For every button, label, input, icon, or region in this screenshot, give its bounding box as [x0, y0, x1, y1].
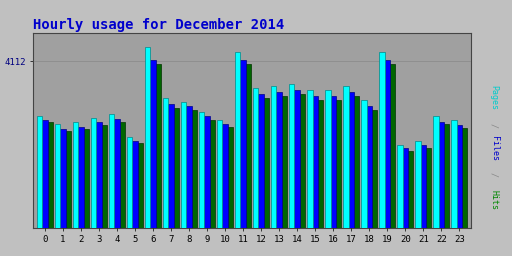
Bar: [462, 128, 467, 228]
Bar: [145, 47, 151, 228]
Bar: [37, 116, 42, 228]
Bar: [60, 129, 66, 228]
Bar: [289, 84, 294, 228]
Bar: [325, 90, 331, 228]
Bar: [114, 119, 120, 228]
Bar: [367, 106, 372, 228]
Text: Pages: Pages: [489, 85, 499, 110]
Bar: [217, 120, 222, 228]
Bar: [294, 90, 300, 228]
Bar: [379, 51, 385, 228]
Bar: [300, 94, 305, 228]
Bar: [210, 120, 215, 228]
Bar: [331, 96, 336, 228]
Bar: [312, 96, 318, 228]
Bar: [444, 124, 450, 228]
Bar: [96, 122, 102, 228]
Bar: [408, 151, 413, 228]
Bar: [199, 112, 204, 228]
Bar: [264, 98, 269, 228]
Bar: [222, 124, 228, 228]
Bar: [372, 110, 377, 228]
Bar: [228, 127, 233, 228]
Bar: [91, 118, 96, 228]
Bar: [48, 122, 53, 228]
Bar: [420, 145, 426, 228]
Bar: [174, 108, 179, 228]
Bar: [390, 64, 395, 228]
Bar: [276, 92, 282, 228]
Bar: [253, 88, 259, 228]
Bar: [235, 51, 241, 228]
Bar: [127, 137, 133, 228]
Bar: [402, 147, 408, 228]
Bar: [397, 145, 402, 228]
Bar: [259, 94, 264, 228]
Text: Hourly usage for December 2014: Hourly usage for December 2014: [33, 18, 285, 32]
Bar: [133, 141, 138, 228]
Bar: [156, 64, 161, 228]
Bar: [241, 60, 246, 228]
Bar: [138, 143, 143, 228]
Bar: [73, 122, 78, 228]
Text: /: /: [489, 167, 499, 182]
Bar: [120, 122, 125, 228]
Bar: [66, 131, 71, 228]
Bar: [151, 60, 156, 228]
Bar: [102, 125, 107, 228]
Bar: [181, 102, 186, 228]
Bar: [336, 100, 342, 228]
Bar: [271, 86, 276, 228]
Bar: [361, 100, 367, 228]
Text: Files: Files: [489, 136, 499, 161]
Bar: [84, 129, 89, 228]
Bar: [55, 124, 60, 228]
Bar: [246, 64, 251, 228]
Bar: [192, 110, 197, 228]
Bar: [451, 120, 457, 228]
Bar: [186, 106, 192, 228]
Bar: [78, 126, 84, 228]
Bar: [204, 116, 210, 228]
Bar: [109, 114, 114, 228]
Bar: [318, 100, 323, 228]
Bar: [426, 147, 432, 228]
Bar: [433, 116, 439, 228]
Bar: [354, 96, 359, 228]
Bar: [385, 60, 390, 228]
Text: /: /: [489, 118, 499, 133]
Bar: [349, 92, 354, 228]
Bar: [343, 86, 349, 228]
Bar: [282, 96, 287, 228]
Bar: [168, 104, 174, 228]
Bar: [415, 141, 420, 228]
Bar: [457, 125, 462, 228]
Bar: [42, 120, 48, 228]
Bar: [307, 90, 312, 228]
Bar: [439, 122, 444, 228]
Text: Hits: Hits: [489, 190, 499, 210]
Bar: [163, 98, 168, 228]
